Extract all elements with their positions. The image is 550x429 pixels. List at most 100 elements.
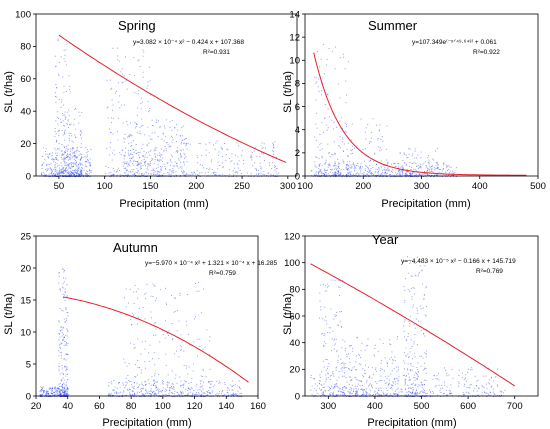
scatter-point <box>235 394 237 396</box>
scatter-point <box>368 385 369 387</box>
scatter-point <box>64 54 66 56</box>
scatter-point <box>165 353 167 355</box>
scatter-point <box>408 356 410 358</box>
scatter-point <box>482 386 484 388</box>
scatter-point <box>314 164 316 166</box>
y-tick-label: 100 <box>284 258 300 269</box>
scatter-point <box>410 169 412 170</box>
scatter-point <box>137 152 139 153</box>
scatter-point <box>392 396 394 397</box>
scatter-point <box>476 390 478 392</box>
scatter-point <box>133 343 135 345</box>
scatter-point <box>356 392 358 394</box>
fit-curve-autumn <box>62 296 249 383</box>
scatter-point <box>425 315 427 317</box>
scatter-point <box>416 392 418 393</box>
scatter-point <box>58 383 60 385</box>
scatter-point <box>47 156 49 158</box>
scatter-point <box>171 370 173 372</box>
scatter-point <box>51 170 53 172</box>
scatter-point <box>319 134 321 135</box>
scatter-point <box>174 165 176 167</box>
scatter-point <box>57 40 59 42</box>
scatter-point <box>86 149 88 151</box>
scatter-point <box>113 380 115 382</box>
scatter-point <box>70 150 72 152</box>
scatter-point <box>333 344 335 346</box>
scatter-point <box>351 369 353 371</box>
scatter-point <box>160 174 162 176</box>
scatter-point <box>205 154 207 156</box>
scatter-point <box>138 173 140 175</box>
scatter-point <box>136 160 138 162</box>
x-tick-label: 100 <box>297 181 313 192</box>
scatter-point <box>213 172 215 174</box>
scatter-point <box>120 176 121 177</box>
scatter-point <box>152 392 153 393</box>
equation-year: y=−4.483 × 10⁻⁵ x² − 0.166 x + 145.719 <box>401 258 516 265</box>
scatter-point <box>423 258 424 259</box>
scatter-point <box>319 379 321 381</box>
scatter-point <box>393 162 395 164</box>
scatter-point <box>397 170 399 172</box>
scatter-point <box>184 157 185 159</box>
scatter-point <box>369 375 371 377</box>
scatter-point <box>222 173 224 175</box>
scatter-point <box>342 362 344 364</box>
scatter-point <box>53 161 55 163</box>
scatter-point <box>52 387 53 389</box>
scatter-point <box>61 158 63 160</box>
scatter-point <box>67 127 69 128</box>
scatter-point <box>250 157 252 159</box>
scatter-point <box>218 393 220 395</box>
scatter-point <box>402 375 404 376</box>
scatter-point <box>421 390 423 392</box>
scatter-point <box>497 395 498 396</box>
scatter-point <box>180 396 182 397</box>
scatter-point <box>66 156 68 158</box>
scatter-point <box>178 167 180 169</box>
scatter-point <box>166 389 168 391</box>
scatter-point <box>59 391 60 393</box>
scatter-point <box>234 167 236 169</box>
scatter-point <box>239 386 240 388</box>
scatter-point <box>137 338 139 340</box>
scatter-point <box>63 281 65 283</box>
scatter-point <box>397 163 399 164</box>
scatter-point <box>186 148 188 150</box>
scatter-point <box>345 396 347 397</box>
scatter-point <box>73 173 75 175</box>
scatter-point <box>110 132 112 134</box>
scatter-point <box>57 173 59 175</box>
scatter-point <box>355 361 357 363</box>
scatter-point <box>70 162 72 164</box>
scatter-point <box>450 166 452 168</box>
scatter-point <box>148 393 150 394</box>
scatter-point <box>63 125 65 126</box>
scatter-point <box>72 170 74 172</box>
scatter-point <box>80 174 82 175</box>
scatter-point <box>146 391 148 393</box>
scatter-point <box>65 318 67 320</box>
scatter-point <box>147 163 148 165</box>
scatter-point <box>180 149 182 151</box>
scatter-point <box>346 387 347 389</box>
scatter-point <box>157 388 159 390</box>
scatter-point <box>378 146 380 148</box>
scatter-point <box>449 172 451 174</box>
scatter-point <box>339 163 340 165</box>
scatter-points-autumn <box>39 268 243 397</box>
scatter-point <box>474 375 476 377</box>
scatter-point <box>199 143 201 145</box>
scatter-point <box>251 156 253 158</box>
scatter-point <box>364 370 366 372</box>
scatter-point <box>336 172 338 174</box>
scatter-point <box>226 148 228 150</box>
scatter-point <box>232 389 234 391</box>
scatter-point <box>172 168 174 170</box>
scatter-point <box>175 171 177 173</box>
scatter-point <box>151 170 153 172</box>
scatter-point <box>340 173 342 175</box>
scatter-point <box>54 158 56 160</box>
scatter-point <box>69 173 71 175</box>
